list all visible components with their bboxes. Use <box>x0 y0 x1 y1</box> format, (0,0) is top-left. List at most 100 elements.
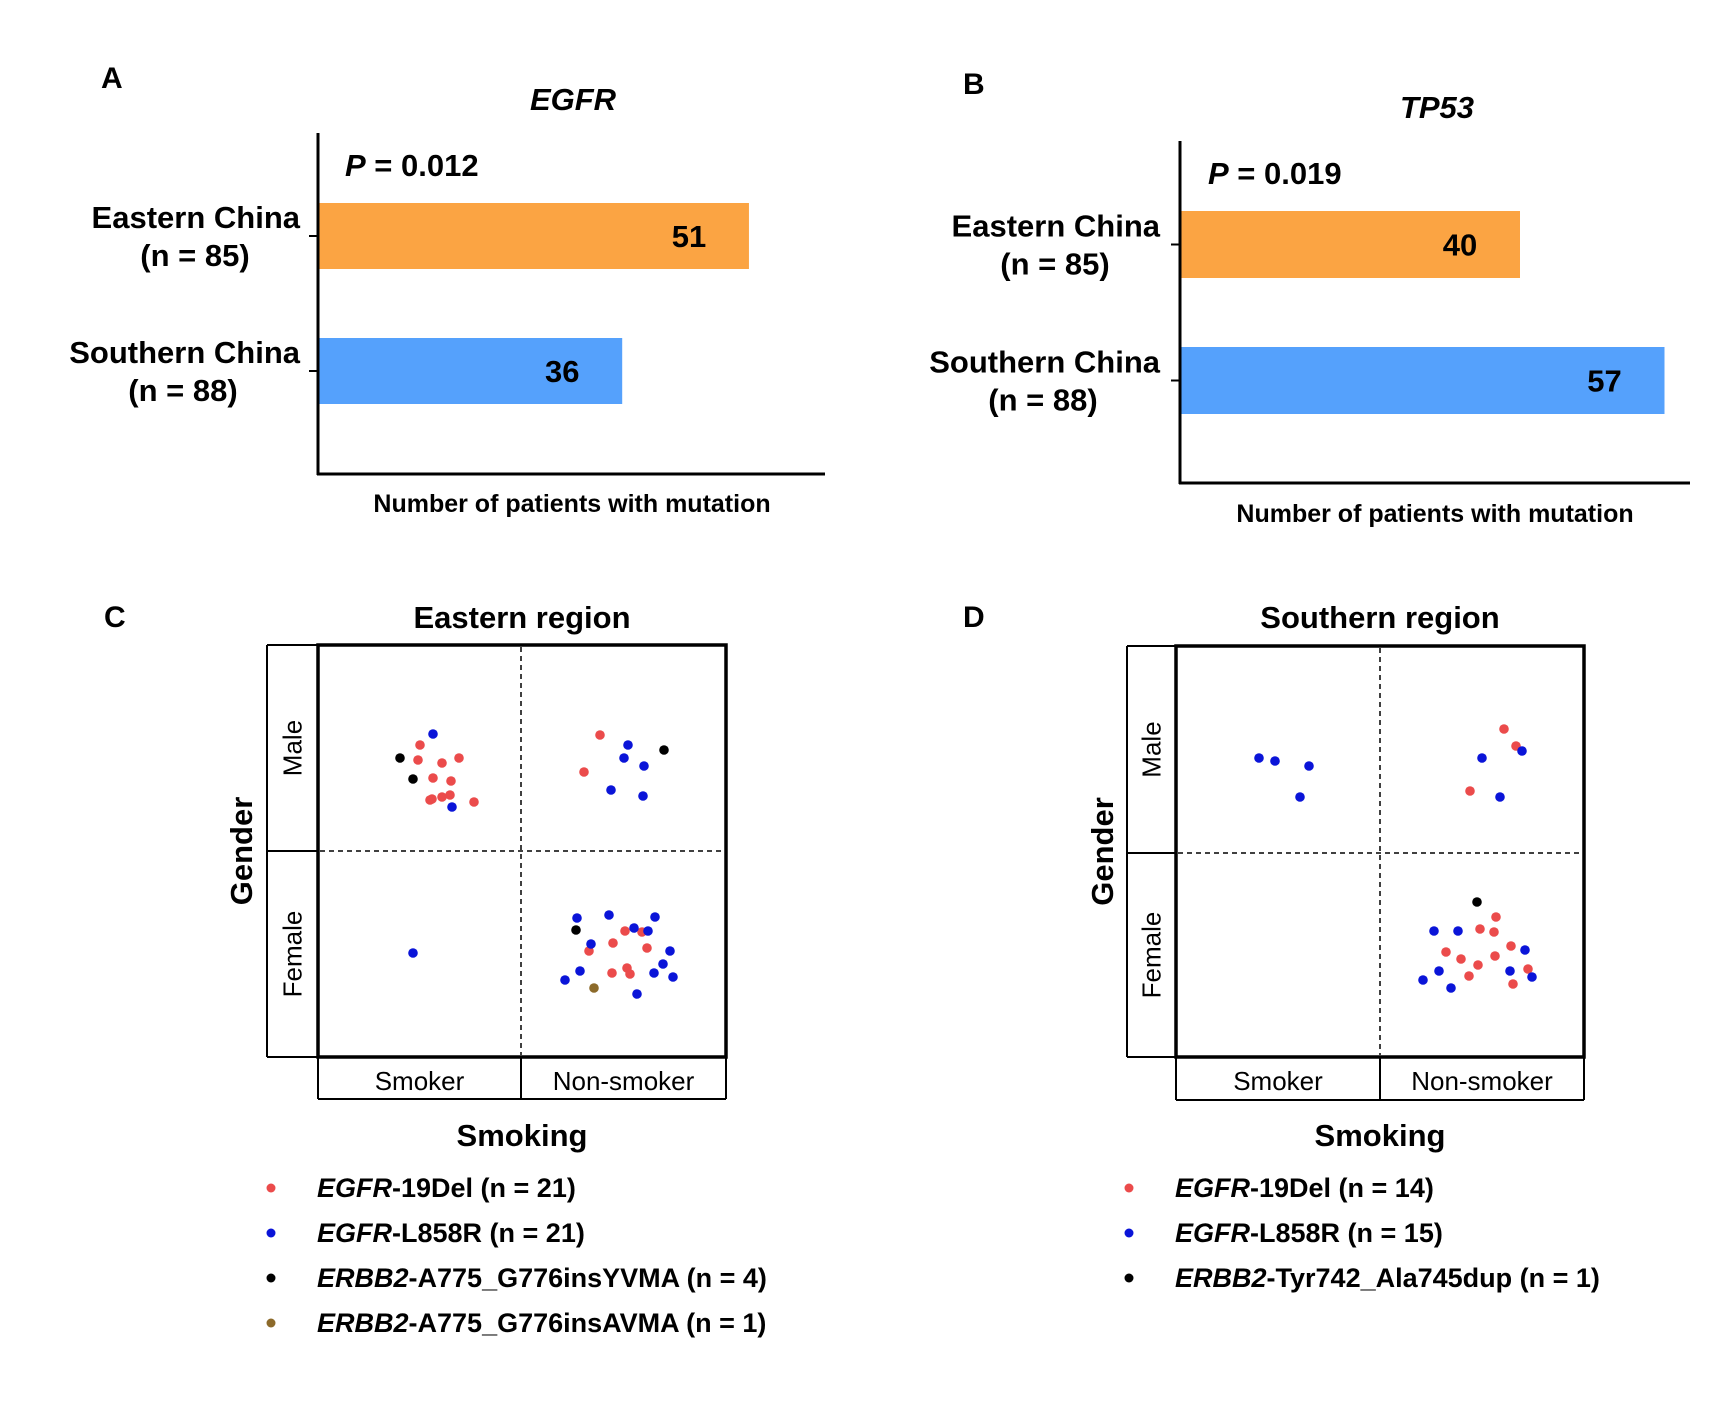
legend-label: ERBB2-A775_G776insAVMA (n = 1) <box>317 1308 766 1338</box>
legend-variant: -L858R (n = 15) <box>1250 1218 1443 1248</box>
p-value-text: = 0.019 <box>1229 156 1342 191</box>
legend-variant: -19Del (n = 21) <box>392 1173 576 1203</box>
legend-marker <box>266 1183 276 1193</box>
data-point-egfr-19del <box>413 755 423 765</box>
panel-label-a: A <box>101 62 123 95</box>
category-n-label: (n = 88) <box>128 373 237 408</box>
data-point-egfr-19del <box>1465 786 1475 796</box>
data-point-egfr-19del <box>469 797 479 807</box>
panel-title: Southern region <box>1260 600 1499 635</box>
plot-frame <box>316 643 728 1059</box>
data-point-egfr-l858r <box>650 912 660 922</box>
legend-gene: ERBB2 <box>1175 1263 1267 1293</box>
y-axis-label: Gender <box>1085 797 1120 906</box>
data-point-egfr-l858r <box>575 966 585 976</box>
y-category-label: Male <box>1137 721 1167 777</box>
data-point-egfr-l858r <box>1517 746 1527 756</box>
bar-southern <box>318 338 623 404</box>
data-point-egfr-l858r <box>1446 983 1456 993</box>
category-label: Southern China <box>69 335 301 370</box>
x-category-label: Smoker <box>375 1066 465 1096</box>
data-point-egfr-l858r <box>639 761 649 771</box>
legend: EGFR-19Del (n = 14)EGFR-L858R (n = 15)ER… <box>1124 1173 1600 1293</box>
bar-eastern <box>1180 211 1520 278</box>
legend-gene: ERBB2 <box>317 1263 409 1293</box>
x-axis-label: Smoking <box>457 1118 588 1153</box>
x-category-label: Smoker <box>1233 1066 1323 1096</box>
legend-gene: EGFR <box>317 1173 393 1203</box>
data-point-egfr-19del <box>1456 954 1466 964</box>
legend-marker <box>266 1318 276 1328</box>
p-value: P = 0.019 <box>1208 156 1342 191</box>
chart-title: TP53 <box>1400 90 1474 125</box>
bar-chart-b: TP53 P = 0.019 40 Eastern China(n = 85) 57 So… <box>929 90 1690 528</box>
p-value-symbol: P <box>345 148 366 183</box>
scatter-panel-c: Eastern region Smoker Non-smoker Male Female… <box>224 600 767 1338</box>
legend-label: EGFR-L858R (n = 21) <box>317 1218 585 1248</box>
plot-frame <box>1174 644 1586 1059</box>
p-value-symbol: P <box>1208 156 1229 191</box>
data-point-egfr-l858r <box>1434 966 1444 976</box>
data-point-egfr-l858r <box>428 729 438 739</box>
data-point-egfr-l858r <box>606 785 616 795</box>
data-point-egfr-19del <box>454 753 464 763</box>
data-point-egfr-19del <box>437 792 447 802</box>
legend-label: ERBB2-A775_G776insYVMA (n = 4) <box>317 1263 767 1293</box>
data-point-egfr-l858r <box>1254 753 1264 763</box>
data-point-egfr-l858r <box>629 923 639 933</box>
chart-title: EGFR <box>530 82 617 117</box>
data-point-egfr-19del <box>579 767 589 777</box>
data-point-egfr-l858r <box>1505 966 1515 976</box>
data-point-egfr-l858r <box>1270 756 1280 766</box>
data-point-erbb2-black <box>408 774 418 784</box>
data-point-egfr-l858r <box>643 926 653 936</box>
data-point-erbb2-brown <box>589 983 599 993</box>
legend-gene: ERBB2 <box>317 1308 409 1338</box>
legend: EGFR-19Del (n = 21)EGFR-L858R (n = 21)ER… <box>266 1173 767 1338</box>
data-point-egfr-19del <box>1473 960 1483 970</box>
panel-label-b: B <box>963 68 985 101</box>
legend-variant: -A775_G776insAVMA (n = 1) <box>409 1308 767 1338</box>
bar-chart-a: EGFR P = 0.012 51 Eastern China(n = 85) 36 So… <box>69 82 825 518</box>
category-n-label: (n = 85) <box>1000 247 1109 282</box>
data-point-egfr-l858r <box>668 972 678 982</box>
p-value-text: = 0.012 <box>366 148 479 183</box>
data-point-egfr-l858r <box>586 939 596 949</box>
category-n-label: (n = 85) <box>140 238 249 273</box>
y-axis-label: Gender <box>224 797 259 906</box>
legend-variant: -L858R (n = 21) <box>392 1218 585 1248</box>
data-point-egfr-l858r <box>1304 761 1314 771</box>
category-label: Eastern China <box>92 200 301 235</box>
data-point-egfr-l858r <box>1495 792 1505 802</box>
data-point-egfr-19del <box>1499 724 1509 734</box>
category-label: Southern China <box>929 345 1161 380</box>
data-point-erbb2-black <box>571 925 581 935</box>
data-point-erbb2-black <box>1472 897 1482 907</box>
legend-label: EGFR-19Del (n = 14) <box>1175 1173 1434 1203</box>
legend-variant: -19Del (n = 14) <box>1250 1173 1434 1203</box>
data-point-egfr-19del <box>1508 979 1518 989</box>
data-point-egfr-19del <box>595 730 605 740</box>
y-category-label: Female <box>278 911 308 998</box>
data-point-egfr-19del <box>642 943 652 953</box>
data-point-egfr-19del <box>1441 947 1451 957</box>
bar-southern <box>1180 347 1665 414</box>
bar-value-label: 57 <box>1587 364 1621 399</box>
data-point-egfr-l858r <box>619 753 629 763</box>
data-point-egfr-l858r <box>658 959 668 969</box>
x-axis-label: Number of patients with mutation <box>1236 500 1633 528</box>
data-point-egfr-19del <box>437 758 447 768</box>
category-label: Eastern China <box>952 209 1161 244</box>
data-point-egfr-19del <box>620 926 630 936</box>
bar-eastern <box>318 203 749 269</box>
data-point-egfr-l858r <box>649 968 659 978</box>
data-point-egfr-l858r <box>1295 792 1305 802</box>
data-point-egfr-19del <box>1523 964 1533 974</box>
data-point-egfr-l858r <box>1418 975 1428 985</box>
data-point-egfr-l858r <box>638 791 648 801</box>
data-point-egfr-19del <box>608 938 618 948</box>
legend-marker <box>1124 1228 1134 1238</box>
legend-gene: EGFR <box>317 1218 393 1248</box>
data-point-egfr-l858r <box>632 989 642 999</box>
